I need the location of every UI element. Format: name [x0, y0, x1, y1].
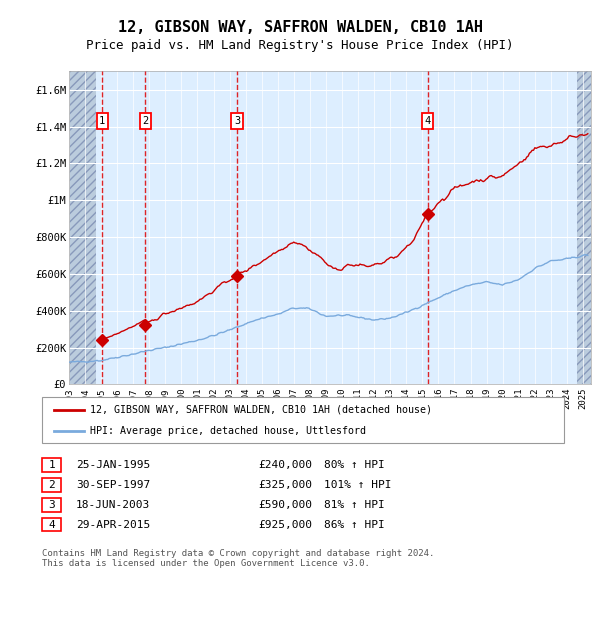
Text: 1: 1: [48, 460, 55, 470]
Text: 2: 2: [142, 116, 148, 126]
Text: 3: 3: [48, 500, 55, 510]
Text: 12, GIBSON WAY, SAFFRON WALDEN, CB10 1AH: 12, GIBSON WAY, SAFFRON WALDEN, CB10 1AH: [118, 20, 482, 35]
Text: 2: 2: [48, 480, 55, 490]
Text: 4: 4: [48, 520, 55, 529]
Text: £925,000: £925,000: [258, 520, 312, 529]
Text: 80% ↑ HPI: 80% ↑ HPI: [324, 460, 385, 470]
Text: 12, GIBSON WAY, SAFFRON WALDEN, CB10 1AH (detached house): 12, GIBSON WAY, SAFFRON WALDEN, CB10 1AH…: [90, 405, 432, 415]
Text: 101% ↑ HPI: 101% ↑ HPI: [324, 480, 392, 490]
Text: HPI: Average price, detached house, Uttlesford: HPI: Average price, detached house, Uttl…: [90, 426, 366, 436]
Text: 4: 4: [425, 116, 431, 126]
Text: 18-JUN-2003: 18-JUN-2003: [76, 500, 151, 510]
Text: 86% ↑ HPI: 86% ↑ HPI: [324, 520, 385, 529]
Text: 29-APR-2015: 29-APR-2015: [76, 520, 151, 529]
Text: 1: 1: [99, 116, 106, 126]
Text: £325,000: £325,000: [258, 480, 312, 490]
Text: 30-SEP-1997: 30-SEP-1997: [76, 480, 151, 490]
Bar: [69, 71, 97, 384]
Text: £590,000: £590,000: [258, 500, 312, 510]
Text: 25-JAN-1995: 25-JAN-1995: [76, 460, 151, 470]
Bar: [577, 71, 591, 384]
Text: Contains HM Land Registry data © Crown copyright and database right 2024.
This d: Contains HM Land Registry data © Crown c…: [42, 549, 434, 568]
Text: £240,000: £240,000: [258, 460, 312, 470]
Text: Price paid vs. HM Land Registry's House Price Index (HPI): Price paid vs. HM Land Registry's House …: [86, 39, 514, 51]
Text: 81% ↑ HPI: 81% ↑ HPI: [324, 500, 385, 510]
Text: 3: 3: [234, 116, 240, 126]
